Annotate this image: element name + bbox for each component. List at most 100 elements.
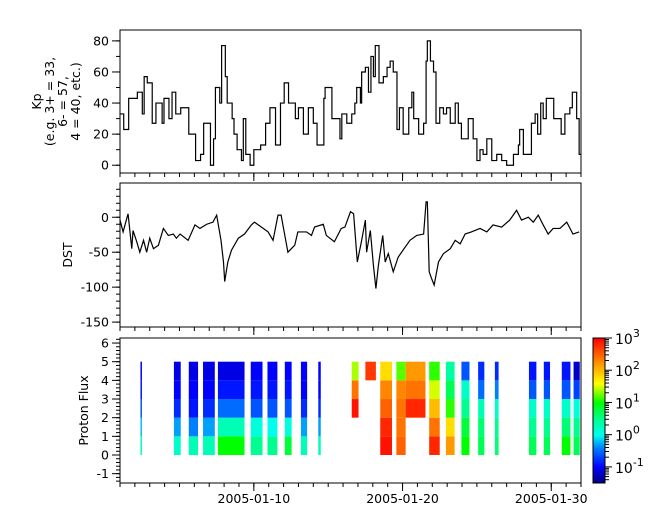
series-line bbox=[119, 201, 580, 289]
colorbar-swatch bbox=[593, 478, 605, 481]
colorbar-swatch bbox=[593, 473, 605, 476]
heatmap-cell bbox=[405, 361, 426, 381]
heatmap-cell bbox=[429, 399, 440, 418]
colorbar-swatch bbox=[593, 481, 605, 484]
y-tick-label: 0 bbox=[101, 448, 109, 463]
heatmap-cell bbox=[203, 380, 215, 400]
heatmap-cell bbox=[284, 436, 292, 456]
colorbar-swatch bbox=[593, 404, 605, 407]
heatmap-cell bbox=[461, 417, 470, 437]
colorbar-swatch bbox=[593, 413, 605, 416]
colorbar-swatch bbox=[593, 384, 605, 387]
heatmap-cell bbox=[140, 380, 142, 400]
y-axis-label: (e.g. 3+ = 33, bbox=[42, 57, 57, 146]
colorbar-swatch bbox=[593, 355, 605, 358]
colorbar-swatch bbox=[593, 379, 605, 382]
heatmap-cell bbox=[461, 436, 470, 456]
heatmap-cell bbox=[217, 361, 245, 381]
heatmap-cell bbox=[267, 380, 278, 400]
heatmap-cell bbox=[351, 361, 359, 381]
heatmap-cell bbox=[300, 380, 308, 400]
colorbar-swatch bbox=[593, 415, 605, 418]
heatmap-cell bbox=[203, 399, 215, 418]
colorbar-swatch bbox=[593, 400, 605, 403]
y-tick-label: 1 bbox=[101, 429, 109, 444]
y-tick-label: 5 bbox=[101, 354, 109, 369]
heatmap-cell bbox=[217, 399, 245, 418]
heatmap-cell bbox=[267, 417, 278, 437]
heatmap-cell bbox=[318, 380, 321, 400]
heatmap-cell bbox=[561, 380, 571, 400]
colorbar-swatch bbox=[593, 368, 605, 371]
heatmap-cell bbox=[461, 380, 470, 400]
colorbar-swatch bbox=[593, 452, 605, 455]
colorbar-swatch bbox=[593, 457, 605, 460]
heatmap-cell bbox=[284, 417, 292, 437]
heatmap-cell bbox=[405, 399, 426, 418]
colorbar-swatch bbox=[593, 431, 605, 434]
heatmap-cell bbox=[188, 436, 199, 456]
heatmap-cell bbox=[250, 380, 263, 400]
heatmap-cell bbox=[203, 361, 215, 381]
heatmap-cell bbox=[318, 417, 321, 437]
colorbar-swatch bbox=[593, 412, 605, 415]
colorbar-swatch bbox=[593, 349, 605, 352]
panel-dst: 0 -50 -100 -150 DST bbox=[60, 182, 582, 335]
colorbar-swatch bbox=[593, 358, 605, 362]
plot-frame bbox=[119, 29, 582, 174]
y-axis-label: Kp bbox=[29, 93, 44, 109]
colorbar-swatch bbox=[593, 397, 605, 400]
heatmap-cell bbox=[445, 399, 455, 418]
heatmap-cell bbox=[250, 361, 263, 381]
heatmap-cell bbox=[445, 361, 455, 381]
colorbar-swatch bbox=[593, 418, 605, 421]
heatmap-cell bbox=[561, 399, 571, 418]
series-line bbox=[120, 40, 581, 166]
heatmap-cell bbox=[445, 380, 455, 400]
colorbar-swatch bbox=[593, 399, 605, 402]
colorbar-swatch bbox=[593, 474, 605, 478]
colorbar-swatch bbox=[593, 426, 605, 429]
colorbar-swatch bbox=[593, 434, 605, 437]
colorbar-swatch bbox=[593, 342, 605, 345]
colorbar-swatch bbox=[593, 341, 605, 344]
colorbar-swatch bbox=[593, 378, 605, 381]
heatmap-cell bbox=[543, 399, 551, 418]
heatmap-cell bbox=[494, 417, 499, 437]
y-tick-label: 2 bbox=[101, 410, 109, 425]
heatmap-cell bbox=[300, 436, 308, 456]
heatmap-cell bbox=[396, 399, 406, 418]
colorbar-swatch bbox=[593, 352, 605, 355]
colorbar-swatch bbox=[593, 468, 605, 471]
colorbar-swatch bbox=[593, 465, 605, 468]
heatmap-cell bbox=[173, 399, 181, 418]
y-tick-label: -1 bbox=[97, 466, 109, 481]
colorbar-swatch bbox=[593, 410, 605, 413]
y-axis-label: 6- = 57, bbox=[55, 76, 70, 127]
y-tick-label: 60 bbox=[93, 64, 109, 79]
heatmap-cell bbox=[173, 417, 181, 437]
heatmap-cell bbox=[351, 399, 359, 418]
colorbar-swatch bbox=[593, 391, 605, 394]
heatmap-cell bbox=[140, 399, 142, 418]
heatmap-cell bbox=[573, 436, 580, 456]
colorbar-swatch bbox=[593, 460, 605, 463]
y-tick-label: -50 bbox=[89, 245, 109, 260]
heatmap-cell bbox=[250, 399, 263, 418]
colorbar-swatch bbox=[593, 450, 605, 453]
heatmap-cell bbox=[461, 361, 470, 381]
heatmap-cell bbox=[396, 361, 406, 381]
colorbar-swatch bbox=[593, 463, 605, 466]
heatmap-cell bbox=[478, 380, 485, 400]
colorbar-swatch bbox=[593, 386, 605, 389]
heatmap-cell bbox=[561, 361, 571, 381]
colorbar-swatch bbox=[593, 376, 605, 379]
colorbar-swatch bbox=[593, 396, 605, 399]
colorbar-swatch bbox=[593, 371, 605, 374]
y-axis-label: DST bbox=[60, 242, 75, 268]
heatmap-cell bbox=[528, 380, 537, 400]
colorbar-swatch bbox=[593, 402, 605, 405]
heatmap-cell bbox=[396, 436, 406, 456]
